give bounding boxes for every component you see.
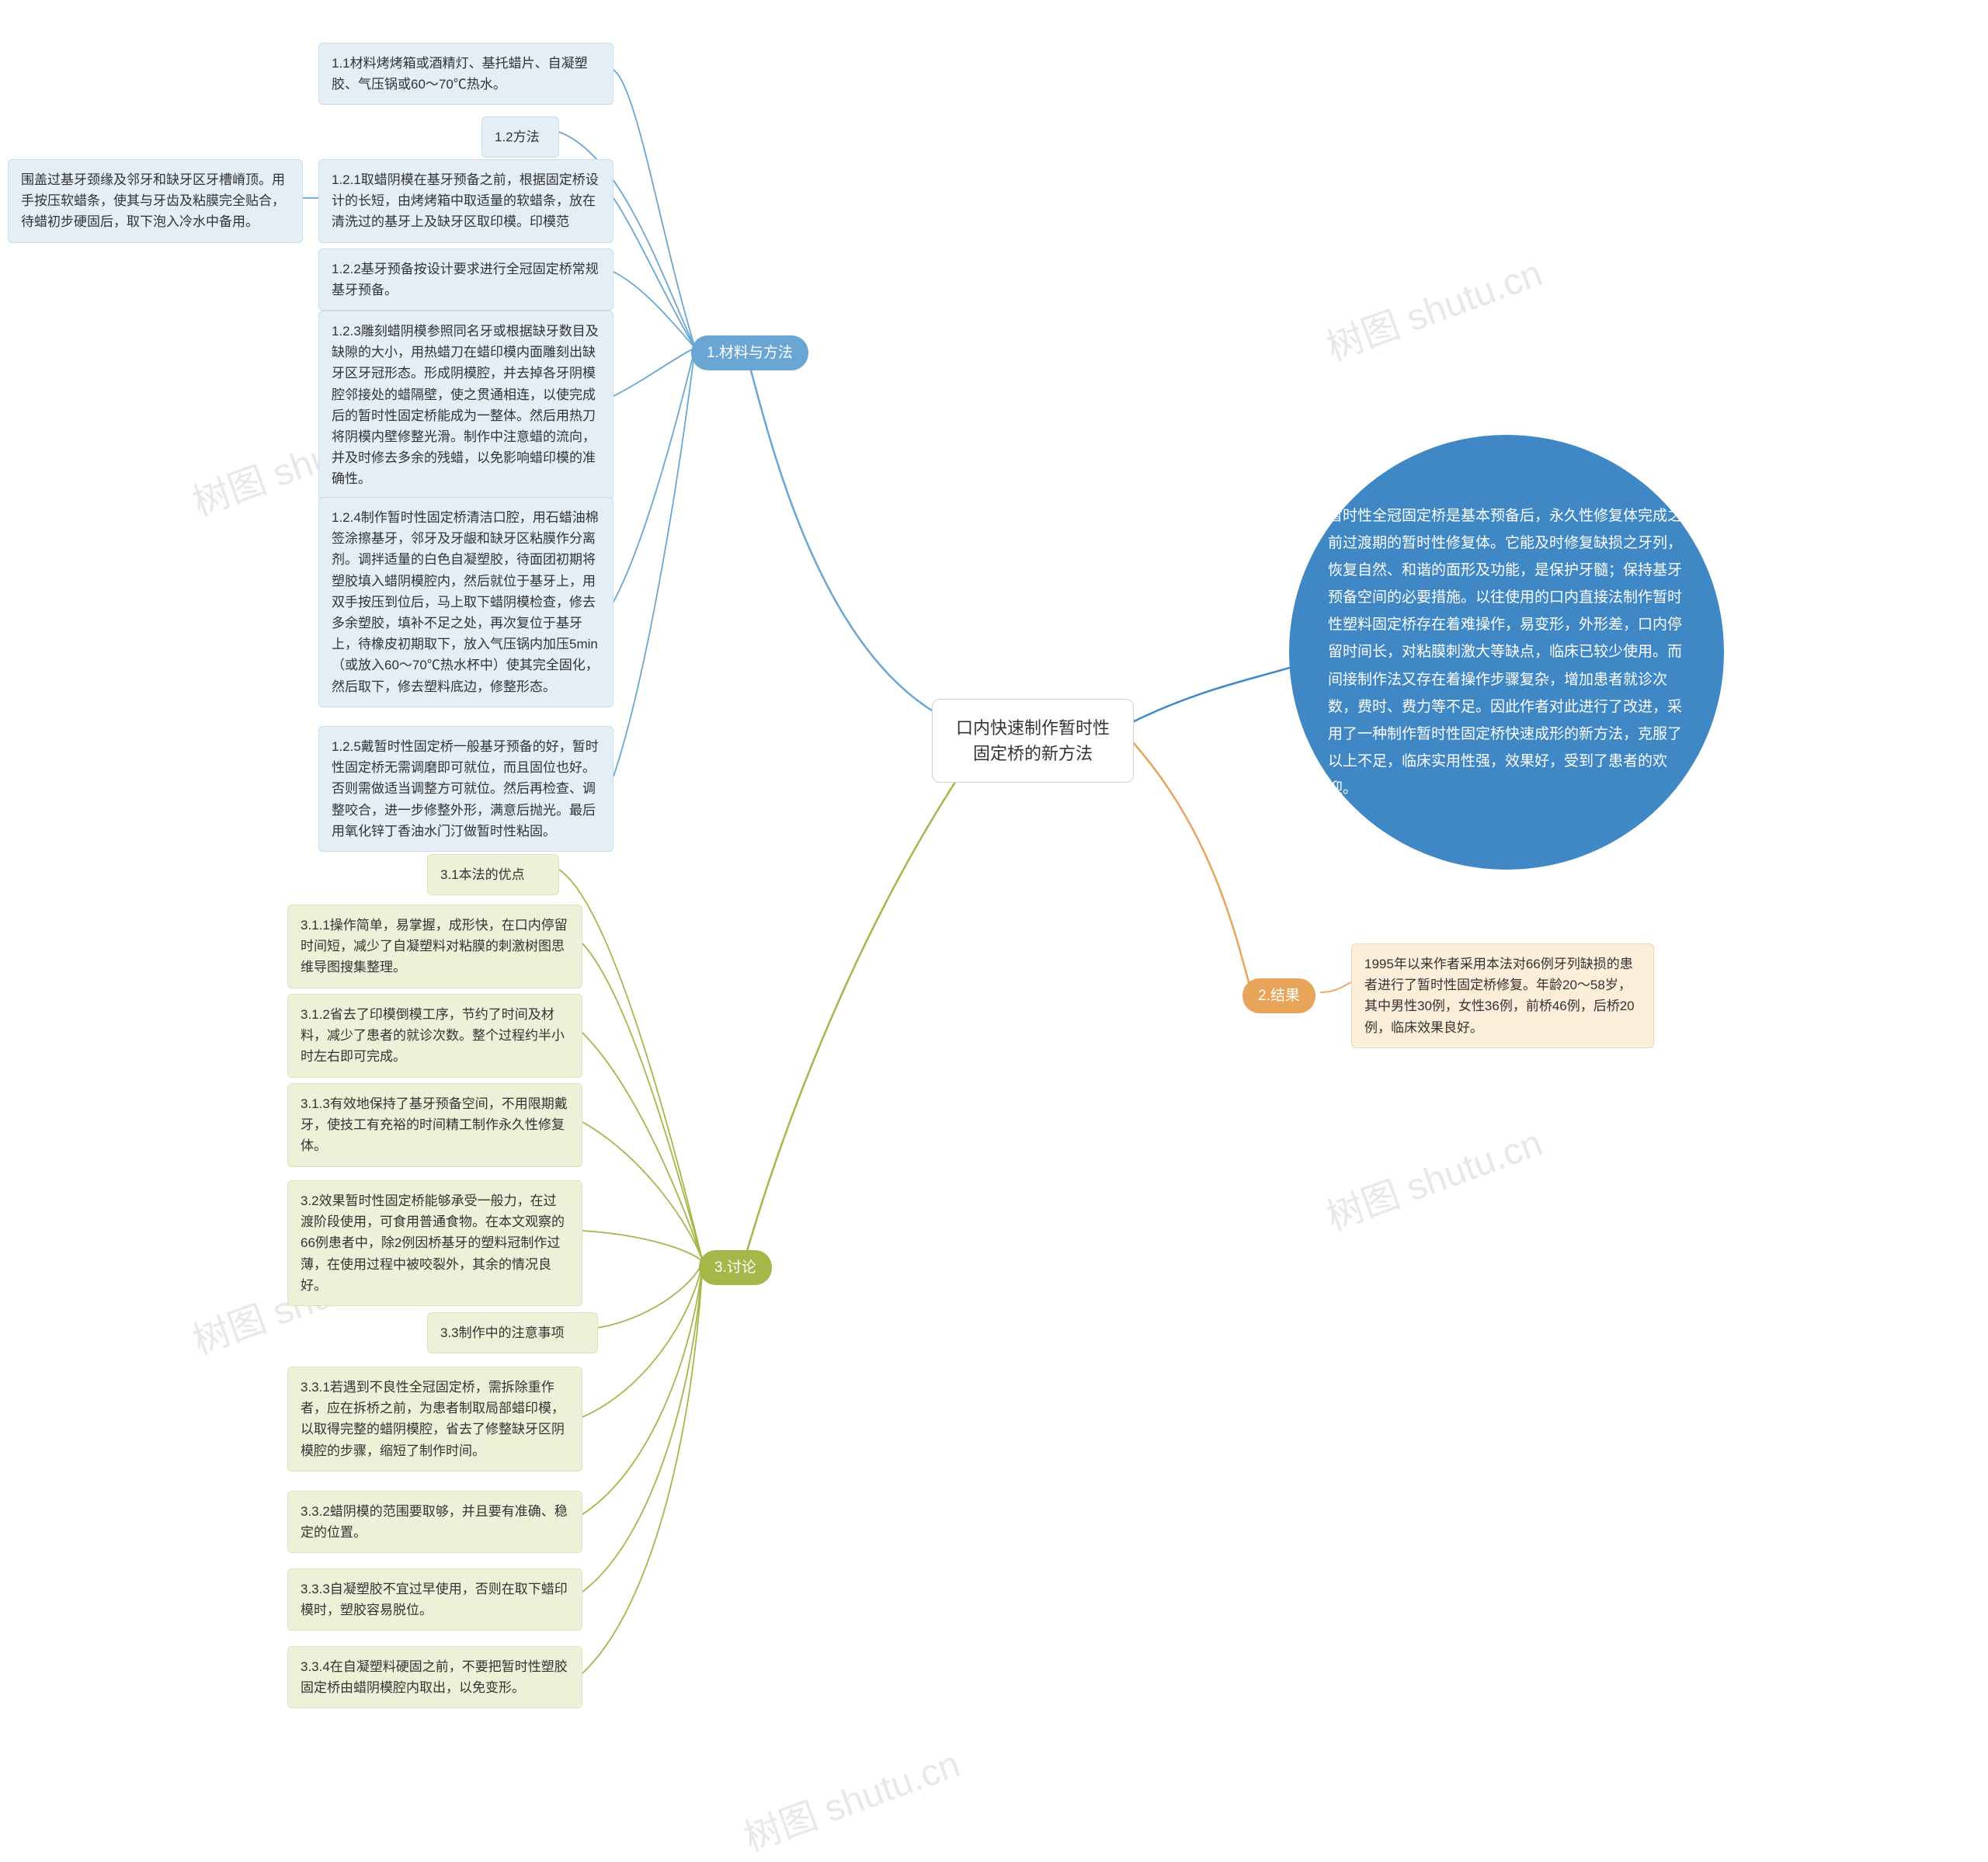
leaf-b3-c3[interactable]: 3.3.3自凝塑胶不宜过早使用，否则在取下蜡印模时，塑胶容易脱位。 bbox=[287, 1568, 582, 1631]
leaf-b1-1[interactable]: 1.1材料烤烤箱或酒精灯、基托蜡片、自凝塑胶、气压锅或60～70℃热水。 bbox=[318, 43, 613, 105]
leaf-b3-c4[interactable]: 3.3.4在自凝塑料硬固之前，不要把暂时性塑胶固定桥由蜡阴模腔内取出，以免变形。 bbox=[287, 1646, 582, 1708]
branch-3-pill[interactable]: 3.讨论 bbox=[699, 1250, 772, 1285]
watermark: 树图 shutu.cn bbox=[1318, 1112, 1548, 1240]
leaf-b1-2-3[interactable]: 1.2.3雕刻蜡阴模参照同名牙或根据缺牙数目及缺隙的大小，用热蜡刀在蜡印模内面雕… bbox=[318, 311, 613, 500]
leaf-b3-a3[interactable]: 3.1.3有效地保持了基牙预备空间，不用限期戴牙，使技工有充裕的时间精工制作永久… bbox=[287, 1083, 582, 1167]
leaf-b3-c[interactable]: 3.3制作中的注意事项 bbox=[427, 1312, 598, 1353]
intro-text: 暂时性全冠固定桥是基本预备后，永久性修复体完成之前过渡期的暂时性修复体。它能及时… bbox=[1328, 502, 1685, 803]
leaf-b3-a[interactable]: 3.1本法的优点 bbox=[427, 854, 559, 895]
leaf-b3-a2[interactable]: 3.1.2省去了印模倒模工序，节约了时间及材料，减少了患者的就诊次数。整个过程约… bbox=[287, 994, 582, 1078]
leaf-b1-2-1[interactable]: 1.2.1取蜡阴模在基牙预备之前，根据固定桥设计的长短，由烤烤箱中取适量的软蜡条… bbox=[318, 159, 613, 243]
watermark: 树图 shutu.cn bbox=[1318, 242, 1548, 370]
branch-2-pill[interactable]: 2.结果 bbox=[1242, 978, 1315, 1013]
leaf-b1-2-4[interactable]: 1.2.4制作暂时性固定桥清洁口腔，用石蜡油棉签涂擦基牙，邻牙及牙龈和缺牙区粘膜… bbox=[318, 497, 613, 707]
leaf-b3-a1[interactable]: 3.1.1操作简单，易掌握，成形快，在口内停留时间短，减少了自凝塑料对粘膜的刺激… bbox=[287, 905, 582, 988]
leaf-b1-2-1-sub[interactable]: 围盖过基牙颈缘及邻牙和缺牙区牙槽嵴顶。用手按压软蜡条，使其与牙齿及粘膜完全贴合，… bbox=[8, 159, 303, 243]
intro-ellipse[interactable]: 暂时性全冠固定桥是基本预备后，永久性修复体完成之前过渡期的暂时性修复体。它能及时… bbox=[1289, 435, 1724, 870]
leaf-b3-b[interactable]: 3.2效果暂时性固定桥能够承受一般力，在过渡阶段使用，可食用普通食物。在本文观察… bbox=[287, 1180, 582, 1306]
leaf-b1-2[interactable]: 1.2方法 bbox=[481, 116, 559, 158]
leaf-b1-2-5[interactable]: 1.2.5戴暂时性固定桥一般基牙预备的好，暂时性固定桥无需调磨即可就位，而且固位… bbox=[318, 726, 613, 852]
leaf-b1-2-2[interactable]: 1.2.2基牙预备按设计要求进行全冠固定桥常规基牙预备。 bbox=[318, 248, 613, 311]
center-node[interactable]: 口内快速制作暂时性固定桥的新方法 bbox=[932, 699, 1134, 783]
branch-1-pill[interactable]: 1.材料与方法 bbox=[691, 335, 808, 370]
leaf-b3-c2[interactable]: 3.3.2蜡阴模的范围要取够，并且要有准确、稳定的位置。 bbox=[287, 1491, 582, 1553]
leaf-b3-c1[interactable]: 3.3.1若遇到不良性全冠固定桥，需拆除重作者，应在拆桥之前，为患者制取局部蜡印… bbox=[287, 1367, 582, 1471]
leaf-b2-1[interactable]: 1995年以来作者采用本法对66例牙列缺损的患者进行了暂时性固定桥修复。年龄20… bbox=[1351, 943, 1654, 1048]
watermark: 树图 shutu.cn bbox=[735, 1733, 966, 1861]
